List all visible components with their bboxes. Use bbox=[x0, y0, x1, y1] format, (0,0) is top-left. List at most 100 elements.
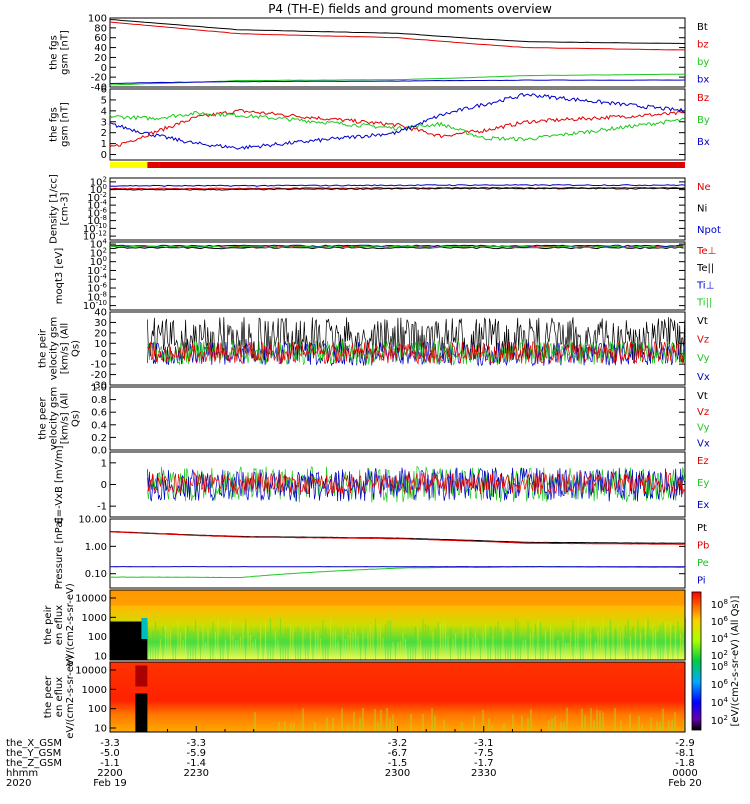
y-axis-label-line: the peir bbox=[43, 605, 54, 645]
spectrogram-streak bbox=[662, 709, 663, 732]
spectrogram-streak bbox=[407, 640, 408, 660]
spectrogram-streak bbox=[492, 635, 493, 660]
time-axis: the_X_GSM-3.3-3.3-3.2-3.1-2.9the_Y_GSM-5… bbox=[6, 726, 702, 789]
y-axis-label-line: Qs) bbox=[71, 340, 82, 357]
spectrogram-streak bbox=[482, 630, 483, 660]
spectrogram-streak bbox=[620, 630, 621, 660]
spectrogram-streak bbox=[180, 633, 181, 661]
y-tick-label: 106 bbox=[711, 615, 729, 628]
spectrogram-streak bbox=[592, 627, 593, 660]
spectrogram-streak bbox=[285, 628, 286, 660]
y-tick-label: 6 bbox=[101, 85, 107, 96]
spectrogram-streak bbox=[462, 624, 463, 660]
peer-velocity-panel-frame bbox=[110, 387, 685, 450]
spectrogram-streak bbox=[332, 718, 333, 732]
spectrogram-streak bbox=[572, 620, 573, 660]
legend-bz: bz bbox=[697, 40, 709, 51]
legend-Ni: Ni bbox=[697, 204, 707, 215]
spectrogram-streak bbox=[257, 632, 258, 660]
spectrogram-streak bbox=[656, 722, 657, 732]
spectrogram-streak bbox=[420, 640, 421, 661]
spectrogram-streak bbox=[182, 640, 183, 660]
spectrogram-streak bbox=[522, 640, 523, 660]
y-tick-label: 0.8 bbox=[91, 395, 107, 406]
spectrogram-streak bbox=[290, 623, 291, 660]
peer-spectrogram bbox=[110, 662, 685, 732]
spectrogram-streak bbox=[412, 637, 413, 660]
legend-Vt: Vt bbox=[697, 391, 708, 402]
spectrogram-streak bbox=[377, 722, 378, 732]
y-tick-label: 20 bbox=[94, 328, 107, 339]
spectrogram-streak bbox=[548, 720, 549, 732]
spectrogram-streak bbox=[430, 640, 431, 660]
spectrogram-streak bbox=[152, 631, 153, 660]
spectrogram-streak bbox=[497, 621, 498, 660]
y-axis-label-line: Qs) bbox=[71, 410, 82, 427]
spectrogram-streak bbox=[487, 640, 488, 660]
spectrogram-streak bbox=[615, 629, 616, 660]
spectrogram-streak bbox=[632, 627, 633, 660]
spectrogram-streak bbox=[155, 621, 156, 660]
spectrogram-streak bbox=[345, 639, 346, 660]
figure-title: P4 (TH-E) fields and ground moments over… bbox=[268, 2, 552, 16]
spectrogram-streak bbox=[670, 622, 671, 660]
spectrogram-streak bbox=[367, 630, 368, 661]
time-axis-year: 2020 bbox=[6, 778, 31, 789]
spectrogram-streak bbox=[374, 709, 375, 732]
time-axis-value: 2300 bbox=[385, 768, 410, 779]
spectrogram-streak bbox=[674, 712, 675, 732]
spectrogram-streak bbox=[465, 634, 466, 660]
spectrogram-streak bbox=[197, 629, 198, 660]
spectrogram-streak bbox=[190, 631, 191, 660]
spectrogram-streak bbox=[552, 629, 553, 660]
spectrogram-streak bbox=[157, 630, 158, 660]
y-axis-label-line: Pressure [nPa] bbox=[54, 518, 65, 590]
spectrogram-streak bbox=[605, 641, 606, 660]
spectrogram-streak bbox=[551, 718, 552, 732]
spectrogram-streak bbox=[250, 635, 251, 660]
spectrogram-streak bbox=[337, 641, 338, 660]
y-axis-label: E=-VxB [mV/m] bbox=[54, 445, 65, 523]
spectrogram-streak bbox=[642, 627, 643, 660]
spectrogram-streak bbox=[434, 716, 435, 732]
spectrogram-streak bbox=[195, 619, 196, 660]
y-tick-label: 0.4 bbox=[91, 420, 107, 431]
spectrogram-streak bbox=[422, 714, 423, 732]
spectrogram-streak bbox=[577, 618, 578, 660]
y-tick-label: 10000 bbox=[75, 666, 107, 677]
spectrogram-streak bbox=[470, 628, 471, 661]
y-tick-label: 1 bbox=[101, 458, 107, 469]
spectrogram-streak bbox=[659, 722, 660, 732]
y-tick-label: 40 bbox=[94, 308, 107, 319]
spectrogram-streak bbox=[375, 618, 376, 660]
spectrogram-streak bbox=[360, 634, 361, 660]
spectrogram-streak bbox=[563, 722, 564, 732]
series-Bt bbox=[110, 20, 685, 44]
spectrogram-streak bbox=[372, 628, 373, 660]
spectrogram-streak bbox=[660, 625, 661, 660]
spectrogram-streak bbox=[355, 626, 356, 660]
spectrogram-streak bbox=[675, 629, 676, 660]
spectrogram-streak bbox=[460, 638, 461, 660]
spectrogram-streak bbox=[260, 626, 261, 660]
spectrogram-streak bbox=[312, 632, 313, 661]
legend-Te||: Te|| bbox=[696, 263, 714, 274]
spectrogram-streak bbox=[540, 623, 541, 660]
spectrogram-streak bbox=[640, 633, 641, 660]
y-tick-label: 3 bbox=[101, 117, 107, 128]
y-axis-label-line: gsm [nT] bbox=[60, 102, 71, 147]
y-tick-label: 10.00 bbox=[78, 515, 107, 526]
spectrogram-streak bbox=[672, 625, 673, 660]
spectrogram-streak bbox=[405, 639, 406, 660]
spectrogram-streak bbox=[485, 623, 486, 660]
spectrogram-streak bbox=[545, 630, 546, 660]
y-axis-label-line: en eflux bbox=[54, 605, 65, 645]
spectrogram-streak bbox=[262, 639, 263, 660]
spectrogram-streak bbox=[647, 619, 648, 660]
y-axis-label-line: the fgs bbox=[49, 35, 60, 70]
legend-Ez: Ez bbox=[697, 456, 709, 467]
legend-Vx: Vx bbox=[697, 372, 710, 383]
spectrogram-streak bbox=[340, 639, 341, 660]
spectrogram-streak bbox=[614, 708, 615, 732]
